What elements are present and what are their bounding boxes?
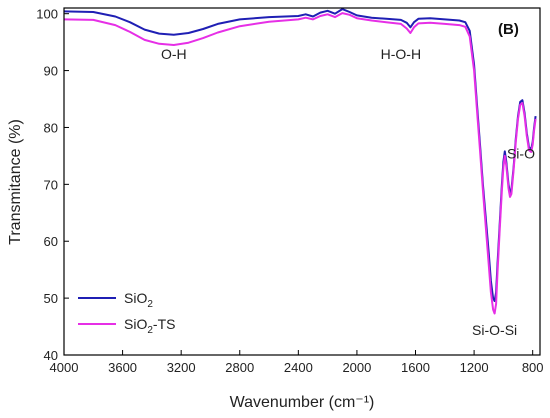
annotation-0: O-H — [161, 46, 187, 62]
y-tick-label-2: 60 — [44, 234, 58, 249]
ticks-layer: 4000 3600 3200 2800 2400 2000 1600 1200 800 40 50 6… — [36, 7, 543, 375]
y-tick-label-0: 40 — [44, 348, 58, 363]
y-tick-label-5: 90 — [44, 64, 58, 79]
legend-label-suffix-2: -TS — [153, 316, 176, 332]
x-tick-label-7: 1200 — [460, 360, 489, 375]
series-line-2 — [63, 12, 537, 315]
legend-label-sub-1: 2 — [147, 299, 153, 310]
x-tick-label-0: 4000 — [50, 360, 79, 375]
y-tick-label-6: 100 — [36, 7, 58, 22]
x-tick-label-1: 3600 — [108, 360, 137, 375]
panel-label: (B) — [498, 21, 519, 38]
annotation-1: H-O-H — [381, 46, 421, 62]
x-tick-label-4: 2400 — [284, 360, 313, 375]
legend-label-sub-2: 2 — [147, 325, 153, 336]
x-tick-label-6: 1600 — [401, 360, 430, 375]
legend-label-1: SiO2 — [124, 290, 153, 310]
plot-frame — [63, 7, 541, 356]
legend-label-main-1: SiO — [124, 290, 147, 306]
y-tick-label-1: 50 — [44, 291, 58, 306]
x-tick-label-8: 800 — [522, 360, 544, 375]
x-tick-label-5: 2000 — [342, 360, 371, 375]
legend-label-main-2: SiO — [124, 316, 147, 332]
annotation-3: Si-O-Si — [472, 322, 517, 338]
y-axis-title: Transmitance (%) — [7, 119, 24, 245]
y-tick-label-3: 70 — [44, 177, 58, 192]
series-line-1 — [63, 8, 537, 302]
series-layer — [63, 8, 537, 315]
x-axis-title: Wavenumber (cm⁻¹) — [230, 394, 375, 411]
legend-label-2: SiO2-TS — [124, 316, 175, 336]
x-tick-label-3: 2800 — [225, 360, 254, 375]
annotation-2: Si-O — [507, 146, 535, 162]
x-tick-label-2: 3200 — [167, 360, 196, 375]
y-tick-label-4: 80 — [44, 120, 58, 135]
annotation-layer: O-H H-O-H Si-O Si-O-Si — [161, 46, 535, 338]
